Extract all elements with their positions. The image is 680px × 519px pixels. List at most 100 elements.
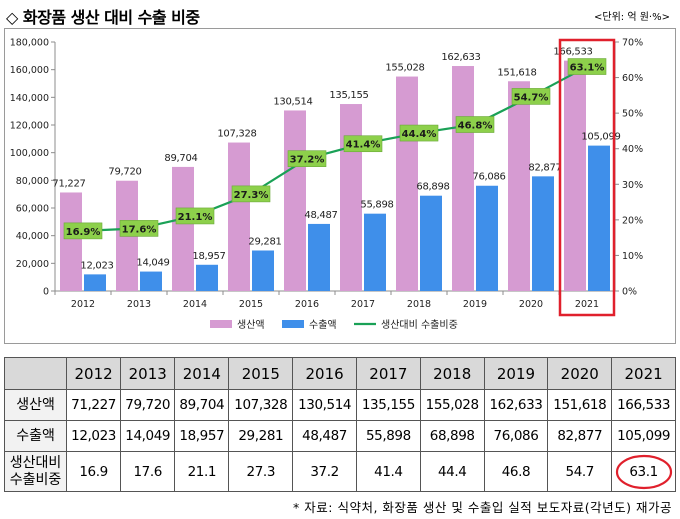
table-cell: 82,877: [547, 420, 613, 452]
table-cell: 55,898: [355, 420, 421, 452]
table-year-header: 2017: [355, 357, 421, 390]
ratio-label-box: [63, 222, 103, 240]
data-label-ratio: 17.6%: [122, 224, 157, 235]
legend-label-export: 수출액: [309, 319, 337, 331]
table-row-export: 수출액 12,023 14,049 18,957 29,281 48,487 5…: [3, 420, 676, 452]
data-label-production: 107,328: [217, 129, 256, 140]
data-label-ratio: 37.2%: [290, 155, 325, 166]
data-label-ratio: 41.4%: [346, 140, 381, 151]
data-label-export: 12,023: [80, 260, 113, 271]
table-year-header: 2015: [228, 357, 294, 390]
data-label-export: 82,877: [528, 162, 561, 173]
table-cell: 17.6: [120, 451, 176, 492]
table-row-label-line1: 생산대비: [9, 454, 62, 471]
data-label-production: 135,155: [329, 90, 368, 101]
table-cell: 79,720: [120, 389, 176, 421]
bar-production: [60, 192, 82, 291]
table-cell: 29,281: [228, 420, 294, 452]
data-label-ratio: 63.1%: [570, 63, 605, 74]
chart-frame: 0 20,000 40,000 60,000 80,000 100,000 120,000 1…: [4, 28, 676, 344]
table-cell: 89,704: [174, 389, 230, 421]
table-cell: 130,514: [292, 389, 357, 421]
data-label-production: 89,704: [164, 153, 197, 164]
bar-export: [588, 145, 610, 291]
data-label-export: 29,281: [248, 236, 281, 247]
data-label-ratio: 46.8%: [458, 121, 493, 132]
data-label-ratio: 21.1%: [178, 212, 213, 223]
x-tick-label: 2018: [407, 299, 431, 310]
table-corner-cell: [3, 357, 68, 390]
table-cell: 162,633: [483, 389, 549, 421]
bar-export: [252, 250, 274, 291]
x-tick-label: 2019: [463, 299, 487, 310]
page-title: ◇ 화장품 생산 대비 수출 비중: [6, 8, 200, 27]
bar-production: [172, 166, 194, 291]
table-cell: 46.8: [483, 451, 549, 492]
table-cell: 76,086: [483, 420, 549, 452]
y-right-tick-label: 40%: [622, 144, 643, 155]
table-row-label: 생산대비 수출비중: [3, 451, 68, 492]
table-year-header: 2018: [419, 357, 485, 390]
data-label-ratio: 54.7%: [514, 92, 549, 103]
unit-label: <단위: 억 원·%>: [594, 12, 670, 23]
bar-export: [364, 213, 386, 291]
data-table: 2012 2013 2014 2015 2016 2017 2018 2019 …: [3, 357, 676, 492]
table-cell: 166,533: [611, 389, 676, 421]
table-row-ratio: 생산대비 수출비중 16.9 17.6 21.1 27.3 37.2 41.4 4…: [3, 451, 676, 492]
data-label-export: 76,086: [472, 172, 505, 183]
bar-production: [228, 142, 250, 291]
bar-export: [308, 223, 330, 291]
highlight-ellipse: [615, 454, 672, 489]
table-cell: 107,328: [228, 389, 294, 421]
table-row-label-line2: 수출비중: [9, 471, 62, 488]
bar-export: [476, 185, 498, 291]
bar-export: [532, 176, 554, 291]
y-left-tick-label: 180,000: [10, 38, 49, 49]
table-cell: 18,957: [174, 420, 230, 452]
y-right-tick-label: 60%: [622, 73, 643, 84]
bar-production: [340, 104, 362, 291]
y-left-tick-label: 40,000: [16, 231, 49, 242]
y-right-tick-label: 10%: [622, 251, 643, 262]
bar-export: [84, 274, 106, 291]
y-left-tick-label: 160,000: [10, 65, 49, 76]
ratio-label-box: [231, 185, 271, 203]
table-year-header: 2014: [174, 357, 230, 390]
legend-swatch-production: [210, 320, 232, 328]
table-cell: 21.1: [174, 451, 230, 492]
x-tick-label: 2020: [519, 299, 543, 310]
table-cell: 14,049: [120, 420, 176, 452]
table-year-header: 2019: [483, 357, 549, 390]
data-label-export: 48,487: [304, 210, 337, 221]
highlight-value: 63.1: [629, 463, 658, 480]
table-cell-highlight: 63.1: [611, 451, 676, 492]
bar-export: [140, 271, 162, 291]
ratio-label-box: [511, 88, 551, 105]
y-left-tick-label: 100,000: [10, 148, 49, 159]
data-label-production: 162,633: [441, 52, 480, 63]
table-cell: 71,227: [66, 389, 122, 421]
y-right-tick-label: 0%: [622, 287, 637, 298]
table-cell: 41.4: [355, 451, 421, 492]
data-label-production: 130,514: [273, 96, 312, 107]
y-left-tick-label: 0: [43, 287, 49, 298]
y-left-tick-label: 20,000: [16, 259, 49, 270]
y-right-tick-label: 20%: [622, 215, 643, 226]
data-label-production: 151,618: [497, 67, 536, 78]
table-year-header: 2012: [66, 357, 122, 390]
x-tick-label: 2014: [183, 299, 207, 310]
data-label-export: 18,957: [192, 251, 225, 262]
highlight-frame-2021: [558, 38, 616, 317]
table-cell: 68,898: [419, 420, 485, 452]
source-note: * 자료: 식약처, 화장품 생산 및 수출입 실적 보도자료(각년도) 재가공: [293, 500, 672, 515]
x-tick-label: 2017: [351, 299, 375, 310]
y-right-tick-label: 50%: [622, 109, 643, 120]
y-right-tick-label: 30%: [622, 180, 643, 191]
table-year-header: 2016: [292, 357, 357, 390]
bar-export: [420, 195, 442, 291]
data-label-production: 166,533: [553, 47, 592, 58]
combo-chart: 0 20,000 40,000 60,000 80,000 100,000 120,000 1…: [10, 38, 643, 332]
table-cell: 44.4: [419, 451, 485, 492]
legend-swatch-export: [282, 320, 304, 328]
table-cell: 155,028: [419, 389, 485, 421]
